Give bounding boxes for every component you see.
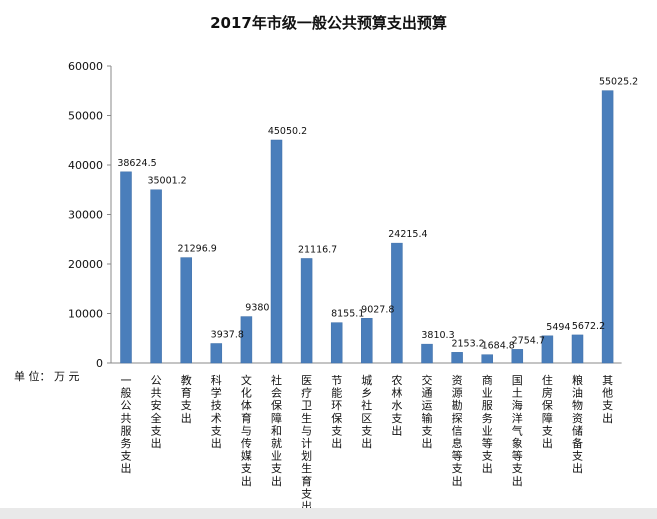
category-label: 教育支出 xyxy=(181,374,192,425)
category-label: 资源勘探信息等支出 xyxy=(452,374,463,488)
bar xyxy=(300,258,313,364)
data-label: 24215.4 xyxy=(388,229,427,240)
chart-category-labels: 一般公共服务支出 公共安全支出 教育支出 科学技术支出 文化体育与传媒支出 社会保障和就业… xyxy=(121,373,614,513)
data-label: 9380 xyxy=(245,303,269,314)
category-label: 节能环保支出 xyxy=(331,374,342,450)
data-label: 45050.2 xyxy=(268,126,307,137)
bar xyxy=(180,257,192,364)
bar xyxy=(210,343,223,364)
bottom-strip xyxy=(0,508,657,519)
category-label: 粮油物资储备支出 xyxy=(572,373,583,475)
bar xyxy=(541,335,554,364)
bar xyxy=(481,354,493,364)
bar xyxy=(240,316,253,364)
category-label: 医疗卫生与计划生育支出 xyxy=(301,374,312,513)
y-tick-label: 40000 xyxy=(68,159,103,172)
data-label: 8155.1 xyxy=(331,309,364,320)
data-label: 21296.9 xyxy=(178,244,217,255)
category-label: 商业服务业等支出 xyxy=(482,373,493,475)
bar xyxy=(330,322,343,364)
category-label: 一般公共服务支出 xyxy=(121,374,132,475)
chart-axes: 0 10000 20000 30000 40000 50000 60000 xyxy=(68,60,622,370)
y-tick-label: 50000 xyxy=(68,110,103,123)
chart-bars xyxy=(120,90,614,364)
category-label: 国土海洋气象等支出 xyxy=(512,374,523,488)
data-label: 3937.8 xyxy=(211,330,244,341)
chart-title: 2017年市级一般公共预算支出预算 xyxy=(210,14,447,32)
y-tick-label: 0 xyxy=(96,357,103,370)
data-label: 1684.8 xyxy=(482,341,515,352)
unit-label: 单 位： 万 元 xyxy=(14,370,80,383)
bar xyxy=(421,343,433,364)
data-label: 55025.2 xyxy=(599,77,638,88)
bar xyxy=(451,352,463,364)
bar xyxy=(150,189,162,364)
category-label: 文化体育与传媒支出 xyxy=(241,373,252,488)
data-label: 5494 xyxy=(546,322,570,333)
category-label: 农林水支出 xyxy=(391,373,402,437)
bar xyxy=(361,318,373,364)
data-label: 2754.7 xyxy=(512,335,545,346)
y-tick-label: 30000 xyxy=(68,209,103,222)
category-label: 城乡社区支出 xyxy=(361,374,372,450)
bar xyxy=(571,334,584,364)
category-label: 公共安全支出 xyxy=(151,374,162,450)
category-label: 社会保障和就业支出 xyxy=(271,373,282,488)
data-label: 2153.2 xyxy=(451,338,484,349)
data-label: 38624.5 xyxy=(117,158,156,169)
chart-data-labels: 38624.5 35001.2 21296.9 3937.8 9380 45050.2 21… xyxy=(117,77,638,352)
y-tick-label: 60000 xyxy=(68,60,103,73)
data-label: 9027.8 xyxy=(361,304,394,315)
category-label: 交通运输支出 xyxy=(422,373,433,450)
data-label: 5672.2 xyxy=(572,321,605,332)
category-label: 科学技术支出 xyxy=(211,373,222,450)
data-label: 21116.7 xyxy=(298,244,337,255)
bar xyxy=(511,349,524,364)
data-label: 35001.2 xyxy=(147,176,186,187)
data-label: 3810.3 xyxy=(421,330,454,341)
category-label: 其他支出 xyxy=(602,374,613,425)
bar xyxy=(391,242,403,364)
y-tick-label: 10000 xyxy=(68,308,103,321)
bar xyxy=(270,139,283,364)
category-label: 住房保障支出 xyxy=(542,373,553,450)
bar xyxy=(120,171,132,364)
y-tick-label: 20000 xyxy=(68,258,103,271)
bar xyxy=(601,90,614,364)
